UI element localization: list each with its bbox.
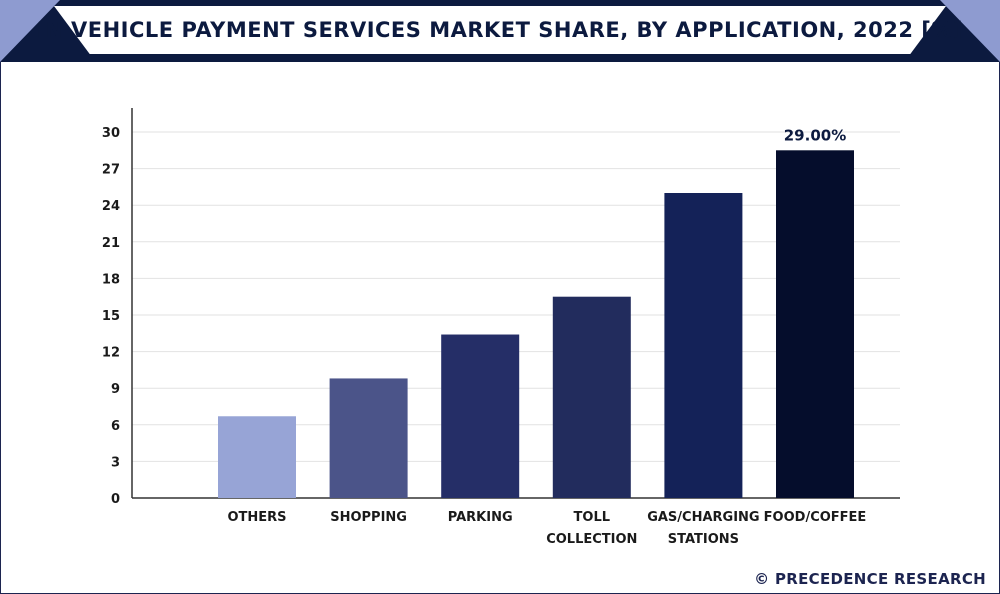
y-tick-label: 6 — [111, 419, 120, 434]
data-label: 29.00% — [784, 126, 846, 144]
x-category-label: STATIONS — [668, 532, 739, 547]
header-banner: IN-VEHICLE PAYMENT SERVICES MARKET SHARE… — [0, 0, 1000, 62]
bar — [664, 193, 743, 498]
bar — [776, 150, 854, 499]
y-tick-label: 27 — [102, 163, 120, 178]
chart-title: IN-VEHICLE PAYMENT SERVICES MARKET SHARE… — [36, 18, 964, 42]
x-category-label: GAS/CHARGING — [647, 510, 759, 525]
source-credit: © PRECEDENCE RESEARCH — [754, 570, 986, 588]
y-tick-label: 18 — [102, 272, 120, 287]
bar — [218, 416, 296, 498]
y-tick-label: 21 — [102, 236, 120, 251]
y-tick-label: 9 — [111, 382, 120, 397]
y-tick-label: 0 — [111, 492, 120, 507]
y-tick-label: 12 — [102, 346, 120, 361]
y-tick-label: 30 — [102, 126, 120, 141]
x-category-label: SHOPPING — [330, 510, 407, 525]
x-category-label: FOOD/COFFEE — [764, 510, 867, 525]
bar — [329, 378, 408, 498]
x-category-label: OTHERS — [227, 510, 286, 525]
y-tick-label: 3 — [111, 455, 120, 470]
y-tick-label: 15 — [102, 309, 120, 324]
y-tick-label: 24 — [102, 199, 120, 214]
header-title-band — [54, 6, 946, 54]
bar — [441, 334, 520, 498]
x-category-label: TOLL — [574, 510, 611, 525]
x-category-label: PARKING — [448, 510, 513, 525]
x-category-label: COLLECTION — [546, 532, 637, 547]
bar — [552, 296, 631, 498]
